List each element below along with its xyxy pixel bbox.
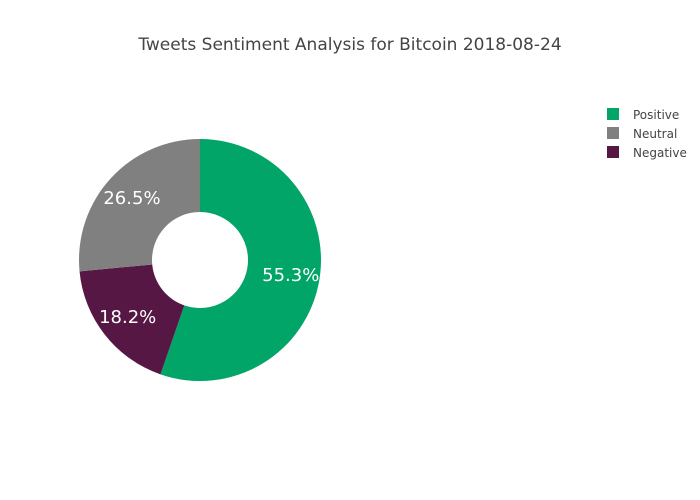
legend-swatch-neutral — [607, 127, 619, 139]
legend-item-negative[interactable]: Negative — [607, 146, 687, 160]
legend-item-positive[interactable]: Positive — [607, 108, 679, 122]
legend: Positive Neutral Negative — [607, 108, 687, 160]
donut-slices — [79, 139, 322, 381]
chart-title: Tweets Sentiment Analysis for Bitcoin 20… — [137, 35, 561, 55]
legend-swatch-negative — [607, 146, 619, 158]
legend-label-neutral: Neutral — [633, 127, 677, 141]
slice-label-neutral: 26.5% — [103, 188, 160, 209]
slice-neutral[interactable] — [79, 139, 200, 272]
legend-label-positive: Positive — [633, 108, 679, 122]
slice-labels: 55.3% 18.2% 26.5% — [99, 188, 319, 328]
legend-label-negative: Negative — [633, 146, 687, 160]
slice-positive[interactable] — [160, 139, 322, 381]
slice-negative[interactable] — [79, 264, 185, 375]
legend-swatch-positive — [607, 108, 619, 120]
legend-item-neutral[interactable]: Neutral — [607, 127, 677, 141]
slice-label-negative: 18.2% — [99, 307, 156, 328]
slice-label-positive: 55.3% — [262, 265, 319, 286]
